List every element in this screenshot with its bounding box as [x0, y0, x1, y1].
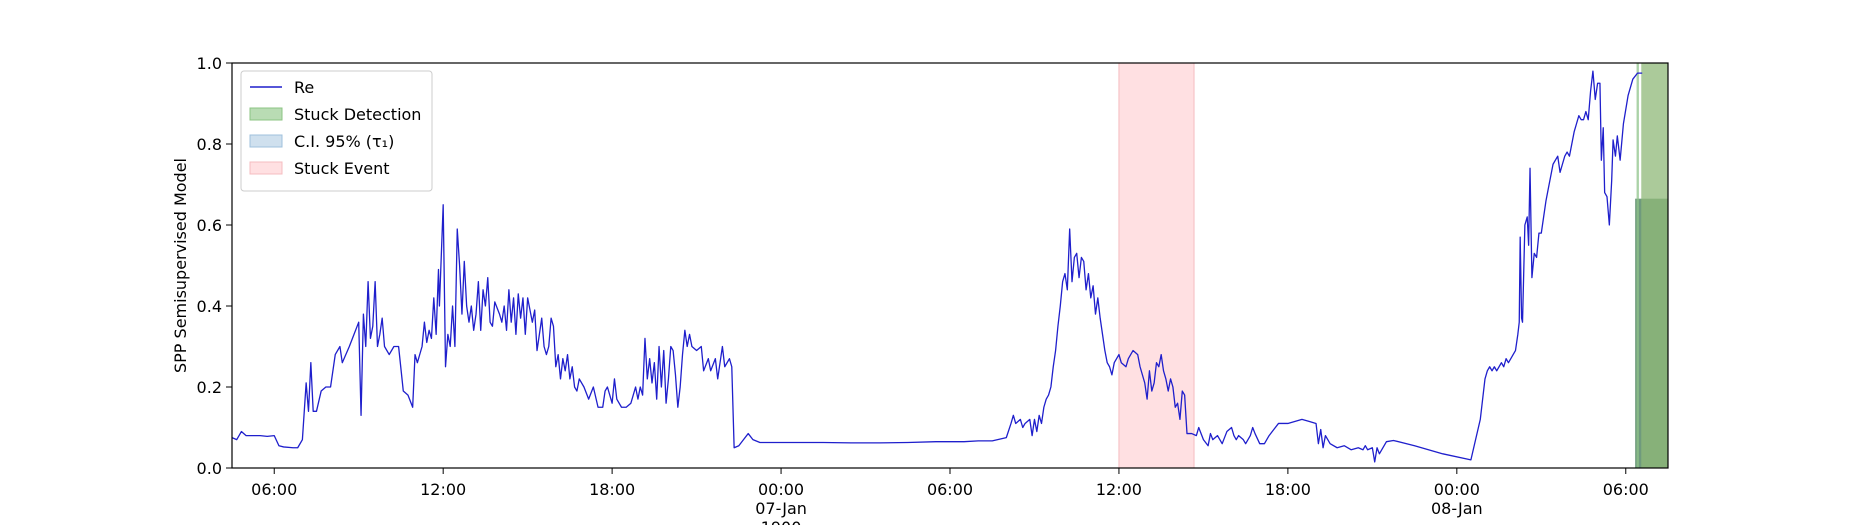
legend: Re Stuck Detection C.I. 95% (τ₁) Stuck Even… — [240, 70, 433, 192]
x-axis: 06:0012:0018:0000:0007-Jan190006:0012:00… — [251, 468, 1649, 525]
plot-frame — [231, 62, 1669, 469]
x-tick-label: 07-Jan — [755, 499, 807, 518]
y-tick-label: 0.2 — [197, 378, 222, 397]
shaded-region-stuck-detection — [1636, 63, 1639, 468]
series-layer — [231, 70, 1643, 463]
shaded-region-stuck-detection — [1641, 63, 1668, 468]
legend-label-c-i-95: C.I. 95% (τ₁) — [294, 132, 394, 151]
x-tick-label: 18:00 — [1265, 480, 1311, 499]
legend-label-stuck-event: Stuck Event — [294, 159, 390, 178]
x-tick-label: 18:00 — [589, 480, 635, 499]
y-axis: 0.0 0.2 0.4 0.6 0.8 1.0 — [197, 54, 232, 478]
x-tick-label: 12:00 — [1096, 480, 1142, 499]
y-tick-label: 1.0 — [197, 54, 222, 73]
shaded-region-stuck-event — [1118, 62, 1195, 469]
y-tick-label: 0.8 — [197, 135, 222, 154]
legend-label-re: Re — [294, 78, 314, 97]
y-tick-label: 0.6 — [197, 216, 222, 235]
x-tick-label: 08-Jan — [1431, 499, 1483, 518]
y-tick-label: 0.0 — [197, 459, 222, 478]
x-tick-label: 00:00 — [758, 480, 804, 499]
legend-label-stuck-detection: Stuck Detection — [294, 105, 421, 124]
series-line-re — [231, 70, 1643, 463]
legend-box — [240, 70, 433, 192]
x-tick-label: 06:00 — [1603, 480, 1649, 499]
legend-swatch-stuck-event — [249, 161, 283, 175]
y-axis-label: SPP Semisupervised Model — [171, 158, 190, 373]
x-tick-label: 06:00 — [927, 480, 973, 499]
x-tick-label: 12:00 — [420, 480, 466, 499]
x-tick-label: 06:00 — [251, 480, 297, 499]
y-tick-label: 0.4 — [197, 297, 222, 316]
x-tick-label: 1900 — [761, 518, 802, 525]
shaded-regions — [1118, 62, 1668, 469]
legend-swatch-c-i-95 — [249, 134, 283, 148]
legend-swatch-stuck-detection — [249, 107, 283, 121]
x-tick-label: 00:00 — [1434, 480, 1480, 499]
